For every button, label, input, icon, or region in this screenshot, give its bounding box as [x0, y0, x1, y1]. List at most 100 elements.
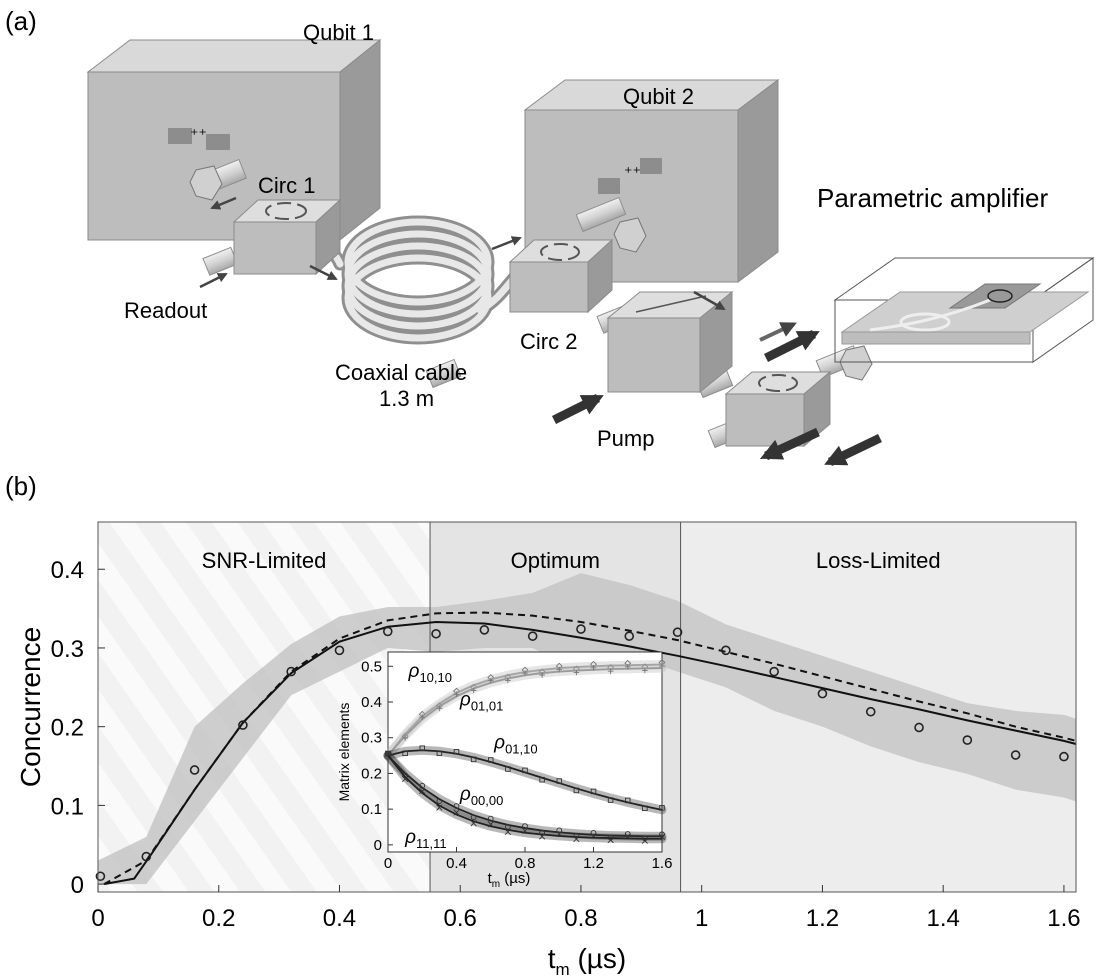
paramp-squid-icon: [987, 289, 1013, 303]
inset-x-axis-label-sub: m: [492, 879, 500, 890]
parametric-amplifier: [833, 257, 1095, 363]
inset-marker: [607, 836, 614, 844]
data-point: [865, 706, 876, 717]
data-point: [576, 624, 586, 634]
region-label: Optimum: [511, 548, 600, 573]
panel-a-label: (a): [5, 6, 37, 36]
uncertainty-band: [98, 573, 1076, 885]
qubit-2-box: ⁺⁺: [523, 79, 780, 283]
inset-marker: [659, 805, 665, 811]
connector-nut: [189, 165, 223, 201]
inset-marker: [521, 827, 529, 834]
x-axis-label-unit: (µs): [570, 943, 627, 974]
inset-y-tick-label: 0.3: [361, 730, 382, 747]
inset-x-axis-label-unit: (µs): [500, 870, 530, 887]
inset-marker: [642, 805, 648, 812]
inset-marker: [436, 798, 443, 804]
data-point: [721, 645, 731, 656]
y-tick-label: 0.4: [51, 557, 84, 584]
inset-series-label: ρ01,10: [493, 732, 537, 756]
data-point: [672, 627, 683, 638]
signal-arrows: [199, 196, 726, 311]
inset-y-tick-label: 0.5: [361, 658, 382, 675]
qubit-1-box: ⁺⁺: [86, 38, 382, 242]
inset-series-label-sub: 00,00: [471, 793, 504, 808]
inset-marker: [504, 828, 511, 835]
plot-frame: [97, 521, 1077, 893]
theory-solid-line: [103, 620, 1077, 886]
inset-marker: [453, 749, 460, 755]
inset-marker: [607, 668, 614, 674]
inset-series-label-main: ρ: [408, 661, 420, 682]
inset-marker: [590, 665, 597, 671]
x-tick-label: 0.2: [202, 905, 235, 932]
coaxial-cable-coil: [283, 215, 527, 345]
data-point: [238, 720, 248, 730]
data-point: [769, 666, 779, 677]
inset-series-label: ρ01,01: [459, 690, 503, 714]
data-point: [479, 625, 490, 635]
data-point: [141, 851, 152, 862]
inset-marker: [402, 775, 409, 783]
circ-2-label: Circ 2: [520, 329, 577, 354]
x-tick-label: 0.6: [444, 905, 477, 932]
inset-marker: [539, 672, 545, 678]
inset-y-tick-label: 0: [374, 837, 382, 854]
inset-marker: [642, 667, 648, 674]
y-tick-label: 0: [71, 872, 84, 899]
panel-a: (a) ⁺⁺ Qubit 1 ⁺⁺ Qubit 2: [5, 6, 1095, 467]
inset-marker: [607, 797, 614, 803]
inset-marker: [624, 663, 631, 670]
inset-marker: [470, 687, 477, 694]
data-point: [817, 688, 828, 699]
inset-marker: [453, 691, 460, 698]
data-point: [95, 871, 106, 882]
circulator-3-icon: [758, 374, 798, 392]
data-point: [382, 626, 393, 637]
inset-x-axis-label-main: t: [488, 870, 493, 887]
inset-marker: [487, 815, 494, 822]
qubit-1-junction-icon: ⁺⁺: [190, 127, 207, 144]
pump-coupler: [606, 290, 734, 394]
inset-marker: [505, 677, 511, 684]
x-tick-label: 0: [91, 905, 104, 932]
data-point: [189, 765, 200, 775]
y-tick-label: 0.3: [51, 636, 84, 663]
x-axis-label: tm (µs): [548, 943, 627, 979]
inset-marker: [556, 666, 563, 673]
qubit-2-junction-icon: ⁺⁺: [624, 165, 641, 182]
circulator-2: [508, 238, 614, 314]
inset-marker: [505, 766, 511, 772]
region-label: Loss-Limited: [816, 548, 941, 573]
inset-marker: [384, 750, 392, 757]
inset-marker: [522, 767, 528, 774]
pump-label: Pump: [597, 426, 654, 451]
inset-marker: [573, 832, 580, 839]
inset-marker: [436, 750, 443, 757]
x-axis-label-sub: m: [556, 960, 570, 979]
coaxial-cable-label: Coaxial cable: [335, 360, 467, 385]
data-point: [334, 645, 345, 656]
inset-marker: [658, 833, 666, 840]
pump-arrows: [551, 329, 882, 467]
inset-marker: [470, 820, 477, 827]
inset-marker: [487, 821, 494, 828]
qubit-2-chip-pad: [598, 178, 620, 194]
data-point: [914, 722, 924, 733]
inset-marker: [573, 835, 580, 843]
inset-marker: [487, 677, 494, 684]
circulator-1-icon: [265, 202, 307, 220]
inset-marker: [402, 750, 408, 757]
paramp-label: Parametric amplifier: [817, 183, 1049, 213]
region-label: SNR-Limited: [202, 548, 327, 573]
inset-marker: [470, 756, 477, 763]
circulator-1: [232, 198, 342, 276]
x-tick-label: 0.8: [564, 905, 597, 932]
inset-series-label-main: ρ: [459, 690, 471, 711]
x-tick-label: 1.4: [926, 905, 959, 932]
panel-b-label: (b): [5, 471, 37, 501]
inset-y-axis-label: Matrix elements: [336, 703, 352, 802]
inset-frame: [387, 651, 663, 853]
inset-marker: [419, 782, 426, 789]
